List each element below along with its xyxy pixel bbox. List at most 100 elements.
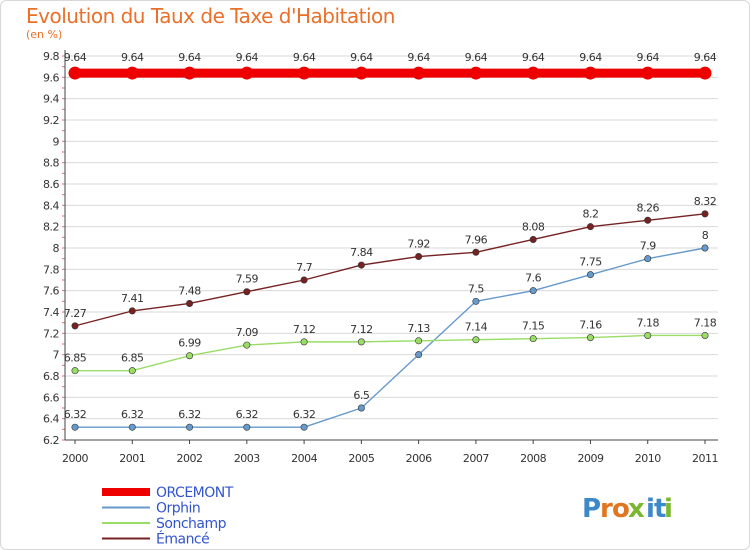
data-label: 9.64 <box>522 51 545 64</box>
data-label: 8.32 <box>694 195 717 208</box>
data-label: 7.5 <box>468 282 484 295</box>
data-label: 8.08 <box>522 220 545 233</box>
data-point-emance <box>701 210 709 218</box>
data-label: 9.64 <box>350 51 373 64</box>
data-point-orcemont <box>183 66 197 80</box>
data-label: 6.5 <box>353 389 369 402</box>
data-label: 6.32 <box>236 408 259 421</box>
logo-letter: o <box>612 494 630 524</box>
data-point-sonchamp <box>644 331 652 339</box>
data-label: 6.99 <box>178 337 201 350</box>
y-tick-label: 9.8 <box>43 50 59 63</box>
chart-subtitle: (en %) <box>26 28 63 41</box>
data-point-orphin <box>300 423 308 431</box>
data-label: 7.92 <box>407 238 430 251</box>
y-tick-label: 6.2 <box>43 434 59 447</box>
data-point-orcemont <box>68 66 82 80</box>
data-label: 9.64 <box>636 51 659 64</box>
data-point-orphin <box>71 423 79 431</box>
grid-lines <box>65 55 718 441</box>
data-label: 6.32 <box>293 408 316 421</box>
legend-label: Sonchamp <box>156 516 227 532</box>
data-label: 9.64 <box>178 51 201 64</box>
y-tick-label: 9.4 <box>43 93 59 106</box>
series-lines <box>68 66 712 431</box>
axes: 6.26.46.66.877.27.47.67.888.28.48.68.899… <box>43 50 719 465</box>
data-point-sonchamp <box>186 352 194 360</box>
data-point-orcemont <box>412 66 426 80</box>
data-point-sonchamp <box>128 367 136 375</box>
data-point-orphin <box>586 271 594 279</box>
data-point-orcemont <box>469 66 483 80</box>
data-label: 8.2 <box>582 208 598 221</box>
data-point-orcemont <box>240 66 254 80</box>
x-tick-label: 2010 <box>635 452 661 465</box>
data-label: 7.16 <box>579 319 602 332</box>
logo-letter: P <box>582 494 601 524</box>
data-point-sonchamp <box>701 331 709 339</box>
data-point-sonchamp <box>243 341 251 349</box>
series-line-sonchamp <box>75 334 705 372</box>
data-point-orphin <box>644 255 652 263</box>
data-label: 7.14 <box>465 321 488 334</box>
legend-label: Émancé <box>156 531 209 548</box>
logo-letter: i <box>646 494 655 524</box>
data-point-sonchamp <box>529 335 537 343</box>
data-label: 7.84 <box>350 246 373 259</box>
data-label: 8 <box>702 229 709 242</box>
data-point-sonchamp <box>71 367 79 375</box>
x-tick-label: 2006 <box>406 452 432 465</box>
y-tick-label: 9.2 <box>43 114 59 127</box>
data-point-emance <box>644 216 652 224</box>
data-label: 6.32 <box>178 408 201 421</box>
data-label: 7.12 <box>350 323 373 336</box>
chart-title: Evolution du Taux de Taxe d'Habitation <box>26 4 395 28</box>
y-tick-label: 7.6 <box>43 285 59 298</box>
data-label: 7.75 <box>579 256 602 269</box>
data-label: 7.48 <box>178 284 201 297</box>
data-point-emance <box>586 223 594 231</box>
data-point-orphin <box>415 351 423 359</box>
data-label: 7.13 <box>407 322 430 335</box>
data-point-emance <box>300 276 308 284</box>
data-point-orcemont <box>526 66 540 80</box>
x-tick-label: 2004 <box>291 452 317 465</box>
x-tick-label: 2003 <box>234 452 260 465</box>
y-tick-label: 7.2 <box>43 327 59 340</box>
data-label: 9.64 <box>121 51 144 64</box>
y-tick-label: 7 <box>53 349 60 362</box>
y-tick-label: 8.2 <box>43 221 59 234</box>
data-label: 7.12 <box>293 323 316 336</box>
data-label: 9.64 <box>407 51 430 64</box>
x-tick-label: 2007 <box>463 452 489 465</box>
y-tick-label: 9.6 <box>43 71 59 84</box>
data-label: 9.64 <box>64 51 87 64</box>
data-point-emance <box>415 253 423 261</box>
x-tick-label: 2011 <box>692 452 718 465</box>
data-label: 6.32 <box>64 408 87 421</box>
data-label: 7.27 <box>64 307 87 320</box>
x-tick-label: 2005 <box>348 452 374 465</box>
data-point-orphin <box>243 423 251 431</box>
y-tick-label: 7.4 <box>43 306 59 319</box>
data-point-emance <box>71 322 79 330</box>
x-tick-label: 2008 <box>520 452 546 465</box>
y-tick-label: 6.6 <box>43 391 59 404</box>
logo-letter: t <box>654 494 666 524</box>
data-label: 7.18 <box>636 316 659 329</box>
data-point-emance <box>529 235 537 243</box>
data-point-emance <box>357 261 365 269</box>
data-point-sonchamp <box>300 338 308 346</box>
data-point-emance <box>243 288 251 296</box>
data-label: 7.15 <box>522 320 545 333</box>
data-point-orcemont <box>297 66 311 80</box>
data-label: 6.85 <box>64 352 87 365</box>
data-point-orcemont <box>583 66 597 80</box>
series-line-emance <box>74 213 706 327</box>
data-point-orphin <box>128 423 136 431</box>
data-labels: 9.64 9.64 9.64 9.64 9.64 9.64 9.64 9.64 9.64 9.64… <box>64 51 717 421</box>
data-point-orphin <box>186 423 194 431</box>
data-label: 6.85 <box>121 352 144 365</box>
